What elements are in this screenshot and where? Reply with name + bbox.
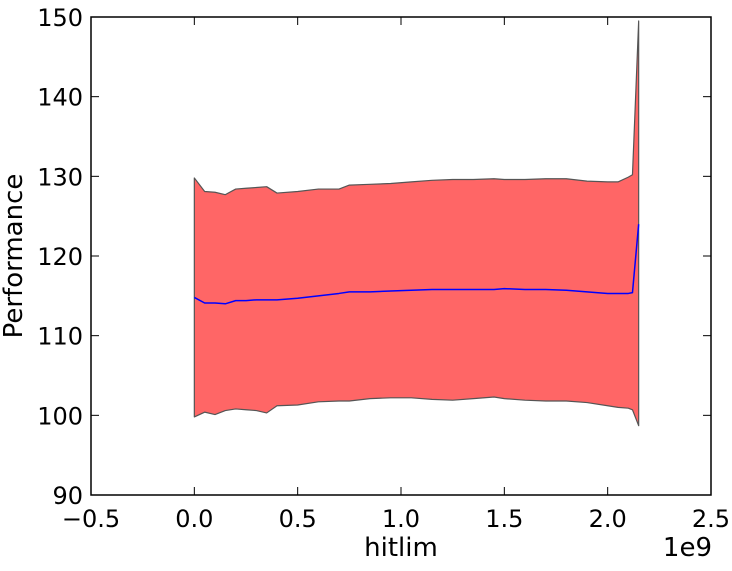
mean-line (193, 224, 640, 305)
y-tick-label: 140 (37, 84, 83, 112)
axis-ticks (90, 16, 712, 496)
x-tick-label: 2.0 (589, 505, 627, 533)
plot-area (193, 20, 640, 427)
y-tick-label: 100 (37, 402, 83, 430)
axis-tick-labels: −0.5 0.0 0.5 1.0 1.5 2.0 2.5 90 100 110 120 130 140 1… (37, 4, 730, 533)
y-tick-label: 150 (37, 4, 83, 32)
x-tick-label: 2.5 (692, 505, 730, 533)
y-tick-label: 120 (37, 243, 83, 271)
y-tick-label: 90 (52, 482, 83, 510)
x-tick-label: 0.5 (279, 505, 317, 533)
x-tick-label: −0.5 (62, 505, 120, 533)
x-tick-label: 1.5 (485, 505, 523, 533)
x-tick-label: 1.0 (382, 505, 420, 533)
x-axis-label: hitlim (364, 533, 438, 563)
x-tick-label: 0.0 (175, 505, 213, 533)
std-band-area (193, 20, 640, 427)
y-tick-label: 110 (37, 323, 83, 351)
x-axis-offset-text: 1e9 (663, 533, 712, 563)
y-tick-label: 130 (37, 163, 83, 191)
y-axis-label: Performance (0, 174, 29, 339)
